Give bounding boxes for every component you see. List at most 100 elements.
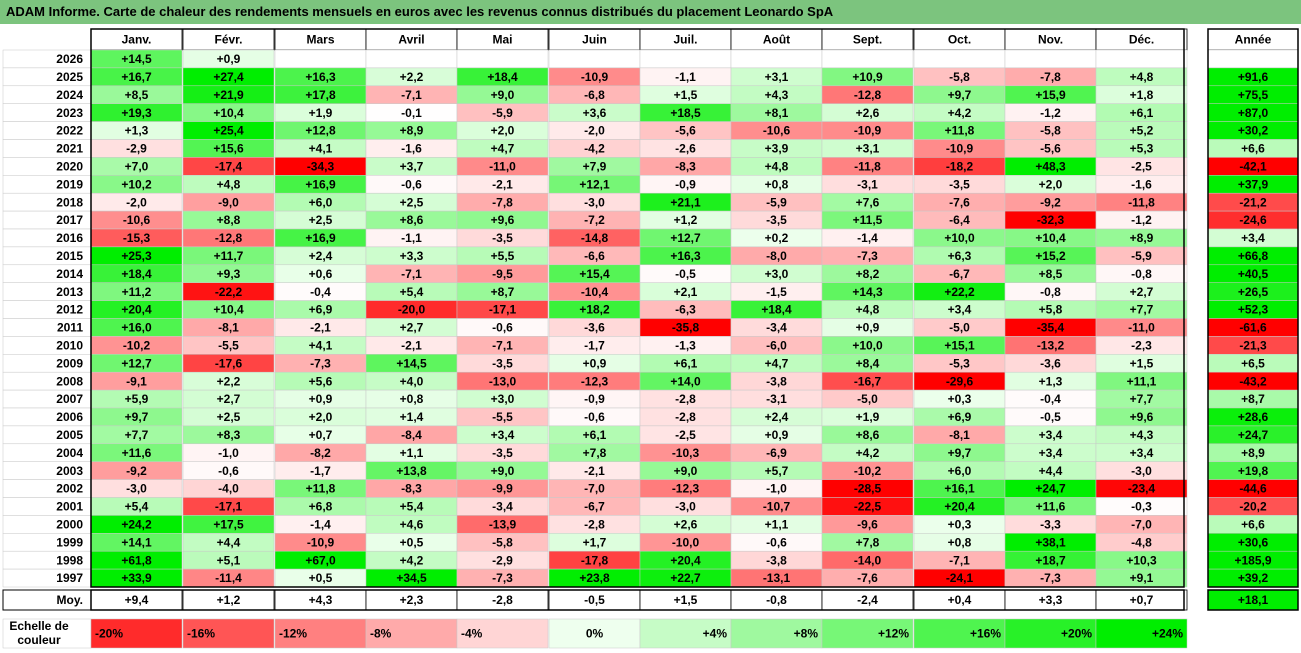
cell-value: -5,9: [1131, 249, 1152, 263]
cell-value: +4,8: [1130, 70, 1154, 84]
cell-value: +6,9: [309, 303, 333, 317]
cell-value: +8,6: [400, 213, 424, 227]
cell-value: -13,0: [489, 374, 517, 388]
cell-value: +6,9: [948, 410, 972, 424]
cell-value: -2,8: [675, 392, 696, 406]
cell-value: +0,6: [309, 267, 333, 281]
cell-value: +38,1: [1035, 535, 1066, 549]
cell-value: +15,4: [579, 267, 610, 281]
cell-value: +11,7: [214, 249, 244, 263]
cell-value: +8,1: [765, 106, 789, 120]
heatmap-cell: [548, 49, 641, 69]
year-label: 2024: [56, 88, 83, 102]
cell-value: +67,0: [305, 553, 336, 567]
page-title: ADAM Informe. Carte de chaleur des rende…: [0, 0, 1301, 24]
cell-value: +2,4: [765, 410, 789, 424]
cell-value: +7,6: [856, 195, 880, 209]
avg-value: +3,3: [1039, 593, 1063, 607]
heatmap-cell: [365, 49, 458, 69]
cell-value: +16,9: [305, 177, 336, 191]
cell-value: +9,3: [217, 267, 241, 281]
cell-value: +14,0: [670, 374, 701, 388]
year-label: 2009: [56, 356, 83, 370]
cell-value: -2,1: [492, 177, 513, 191]
cell-value: +8,5: [125, 88, 149, 102]
cell-value: +8,3: [217, 428, 241, 442]
cell-value: +18,4: [487, 70, 518, 84]
scale-label-cell: [2, 618, 92, 649]
cell-value: +9,6: [1130, 410, 1154, 424]
cell-value: -7,1: [492, 339, 513, 353]
cell-value: +25,4: [213, 124, 244, 138]
year-header: Année: [1235, 33, 1272, 47]
cell-value: +5,9: [125, 392, 149, 406]
cell-value: +4,3: [1130, 428, 1154, 442]
avg-value: -0,5: [584, 593, 605, 607]
cell-value: -8,1: [949, 428, 970, 442]
cell-value: -5,0: [857, 392, 878, 406]
cell-value: -13,1: [763, 571, 791, 585]
cell-value: +3,1: [765, 70, 789, 84]
cell-value: +9,7: [125, 410, 149, 424]
cell-value: -10,6: [123, 213, 151, 227]
cell-value: +3,4: [1039, 428, 1063, 442]
scale-step-label: +12%: [878, 627, 909, 641]
year-label: 2012: [56, 303, 83, 317]
cell-value: +0,9: [309, 392, 333, 406]
cell-value: -0,6: [492, 321, 513, 335]
cell-value: +11,8: [306, 482, 336, 496]
cell-value: +22,2: [944, 285, 975, 299]
cell-value: +0,2: [765, 231, 789, 245]
avg-value: +9,4: [125, 593, 149, 607]
cell-value: +0,5: [309, 571, 333, 585]
annual-value: -44,6: [1239, 482, 1267, 496]
cell-value: -7,3: [1040, 571, 1061, 585]
avg-value: +4,3: [309, 593, 333, 607]
cell-value: +19,3: [121, 106, 152, 120]
cell-value: +14,5: [396, 356, 427, 370]
cell-value: -2,8: [675, 410, 696, 424]
cell-value: -6,9: [766, 446, 787, 460]
cell-value: +11,5: [853, 213, 883, 227]
cell-value: +5,4: [400, 285, 424, 299]
cell-value: -3,5: [492, 231, 513, 245]
cell-value: +3,6: [583, 106, 607, 120]
cell-value: -4,2: [584, 142, 605, 156]
cell-value: -8,1: [218, 321, 239, 335]
cell-value: -10,0: [672, 535, 700, 549]
cell-value: +18,4: [121, 267, 152, 281]
cell-value: -5,5: [218, 339, 239, 353]
cell-value: +2,1: [674, 285, 698, 299]
cell-value: +8,9: [400, 124, 424, 138]
cell-value: +15,1: [944, 339, 975, 353]
month-header: Avril: [398, 33, 424, 47]
cell-value: +4,6: [400, 518, 424, 532]
cell-value: -5,0: [949, 321, 970, 335]
cell-value: +8,7: [491, 285, 515, 299]
cell-value: +3,7: [400, 160, 424, 174]
scale-step-label: -8%: [370, 627, 392, 641]
cell-value: -7,6: [857, 571, 878, 585]
cell-value: -1,4: [857, 231, 878, 245]
cell-value: -6,7: [584, 500, 605, 514]
annual-value: -21,3: [1239, 339, 1267, 353]
cell-value: +0,8: [400, 392, 424, 406]
cell-value: -28,5: [854, 482, 882, 496]
year-label: 2022: [56, 124, 83, 138]
cell-value: +2,6: [674, 518, 698, 532]
cell-value: +10,0: [944, 231, 975, 245]
cell-value: +10,0: [852, 339, 883, 353]
annual-value: +30,6: [1238, 535, 1269, 549]
cell-value: +2,0: [491, 124, 515, 138]
cell-value: +3,4: [1130, 446, 1154, 460]
annual-value: +66,8: [1238, 249, 1269, 263]
cell-value: +12,7: [121, 356, 152, 370]
cell-value: -4,8: [1131, 535, 1152, 549]
cell-value: +0,8: [765, 177, 789, 191]
cell-value: -2,1: [584, 464, 605, 478]
cell-value: +7,9: [583, 160, 607, 174]
annual-value: -42,1: [1239, 160, 1267, 174]
cell-value: -2,0: [584, 124, 605, 138]
cell-value: -17,4: [215, 160, 243, 174]
